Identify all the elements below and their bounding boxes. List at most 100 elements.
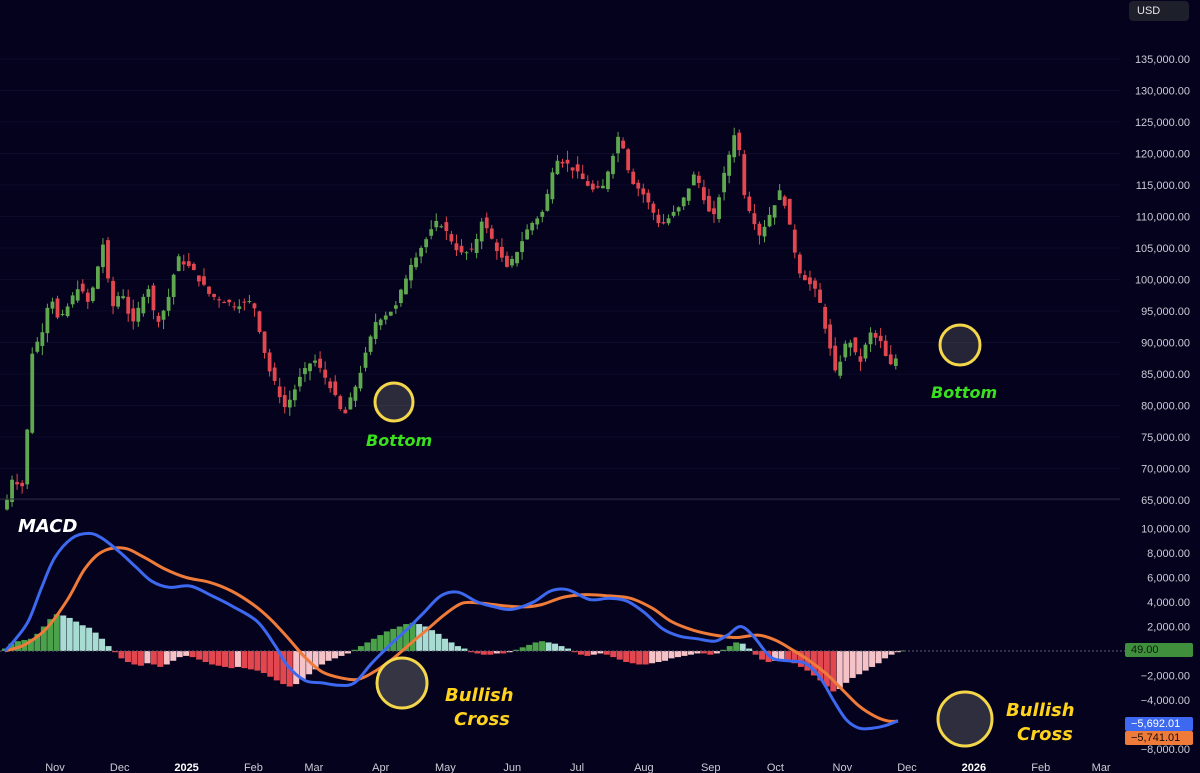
candle-body bbox=[722, 172, 726, 193]
histogram-bar bbox=[875, 651, 882, 664]
price-y-tick: 65,000.00 bbox=[1141, 495, 1190, 507]
candle-body bbox=[828, 324, 833, 349]
histogram-bar bbox=[448, 642, 455, 651]
histogram-bar bbox=[442, 638, 449, 651]
histogram-bar bbox=[461, 648, 468, 651]
candle-body bbox=[863, 344, 868, 359]
cross-highlight-circle-dec bbox=[936, 690, 994, 748]
candle-body bbox=[207, 286, 211, 294]
candle-body bbox=[141, 296, 146, 314]
histogram-bar bbox=[642, 651, 649, 665]
histogram-bar bbox=[487, 651, 494, 655]
price-y-tick: 90,000.00 bbox=[1141, 338, 1190, 350]
candle-body bbox=[883, 340, 888, 356]
bottom-highlight-circle-apr bbox=[373, 381, 415, 423]
candle-body bbox=[202, 276, 206, 285]
candle-body bbox=[545, 193, 550, 211]
histogram-bar bbox=[390, 628, 397, 651]
candle-body bbox=[868, 332, 873, 345]
histogram-bar bbox=[99, 638, 106, 651]
histogram-bar bbox=[467, 651, 474, 653]
candle-body bbox=[383, 315, 388, 320]
histogram-bar bbox=[124, 651, 131, 663]
histogram-bar bbox=[629, 651, 636, 664]
histogram-bar bbox=[558, 646, 565, 651]
candle-body bbox=[393, 305, 398, 309]
candle-body bbox=[636, 182, 641, 189]
candle-body bbox=[535, 218, 540, 225]
histogram-bar bbox=[357, 646, 364, 651]
candle-body bbox=[65, 306, 70, 317]
histogram-bar bbox=[603, 651, 610, 655]
cross-highlight-circle-apr bbox=[375, 656, 429, 710]
histogram-bar bbox=[571, 651, 578, 653]
price-y-tick: 95,000.00 bbox=[1141, 306, 1190, 318]
candle-body bbox=[712, 208, 716, 215]
candle-body bbox=[287, 399, 292, 408]
candle-body bbox=[489, 228, 494, 239]
histogram-bar bbox=[733, 642, 740, 651]
x-tick: Mar bbox=[304, 762, 323, 773]
histogram-bar bbox=[681, 651, 688, 656]
histogram-bar bbox=[157, 651, 164, 667]
candle-body bbox=[702, 187, 706, 201]
candle-body bbox=[893, 358, 898, 366]
histogram-bar bbox=[40, 626, 47, 651]
candle-body bbox=[146, 289, 151, 297]
currency-selector[interactable]: USD bbox=[1129, 1, 1189, 21]
macd-histogram bbox=[2, 614, 906, 692]
candle-body bbox=[727, 154, 732, 176]
histogram-bar bbox=[267, 651, 274, 677]
histogram-bar bbox=[454, 646, 461, 651]
macd-y-tick: −2,000.00 bbox=[1141, 671, 1190, 683]
histogram-bar bbox=[526, 644, 533, 651]
histogram-bar bbox=[396, 626, 403, 651]
candle-body bbox=[75, 289, 80, 301]
candle-body bbox=[626, 149, 631, 171]
histogram-bar bbox=[92, 632, 99, 651]
histogram-bar bbox=[228, 651, 235, 669]
histogram-bar bbox=[616, 651, 623, 660]
candle-body bbox=[181, 261, 186, 265]
candle-body bbox=[333, 381, 338, 396]
x-tick: 2025 bbox=[174, 762, 198, 773]
candle-body bbox=[651, 203, 656, 213]
candle-body bbox=[803, 275, 807, 281]
candle-body bbox=[606, 171, 610, 190]
histogram-bar bbox=[215, 651, 222, 666]
candle-body bbox=[772, 205, 777, 218]
candle-body bbox=[262, 331, 267, 353]
histogram-bar bbox=[713, 651, 720, 654]
histogram-bar bbox=[377, 635, 384, 651]
histogram-bar bbox=[687, 651, 694, 655]
histogram-bar bbox=[584, 651, 591, 656]
histogram-bar bbox=[739, 643, 746, 651]
candle-body bbox=[353, 386, 358, 401]
histogram-bar bbox=[752, 651, 759, 655]
x-tick: Aug bbox=[634, 762, 654, 773]
candle-body bbox=[101, 244, 105, 268]
histogram-bar bbox=[422, 626, 429, 651]
candle-body bbox=[358, 372, 363, 389]
histogram-bar bbox=[830, 651, 837, 692]
candle-body bbox=[15, 482, 19, 485]
histogram-bar bbox=[577, 651, 584, 655]
histogram-value-badge: 49.00 bbox=[1125, 643, 1193, 657]
histogram-bar bbox=[409, 622, 416, 651]
candle-body bbox=[858, 356, 863, 362]
histogram-bar bbox=[189, 651, 196, 658]
candle-body bbox=[500, 246, 504, 258]
candle-body bbox=[373, 322, 378, 339]
candle-body bbox=[126, 296, 131, 314]
histogram-bar bbox=[720, 649, 727, 651]
candle-body bbox=[378, 319, 383, 326]
histogram-bar bbox=[474, 651, 481, 654]
candle-body bbox=[580, 173, 585, 180]
histogram-bar bbox=[623, 651, 630, 663]
histogram-bar bbox=[552, 643, 559, 651]
candle-body bbox=[797, 254, 802, 274]
histogram-bar bbox=[8, 643, 15, 651]
candle-body bbox=[156, 315, 161, 322]
candle-body bbox=[560, 161, 565, 164]
histogram-bar bbox=[34, 633, 41, 651]
